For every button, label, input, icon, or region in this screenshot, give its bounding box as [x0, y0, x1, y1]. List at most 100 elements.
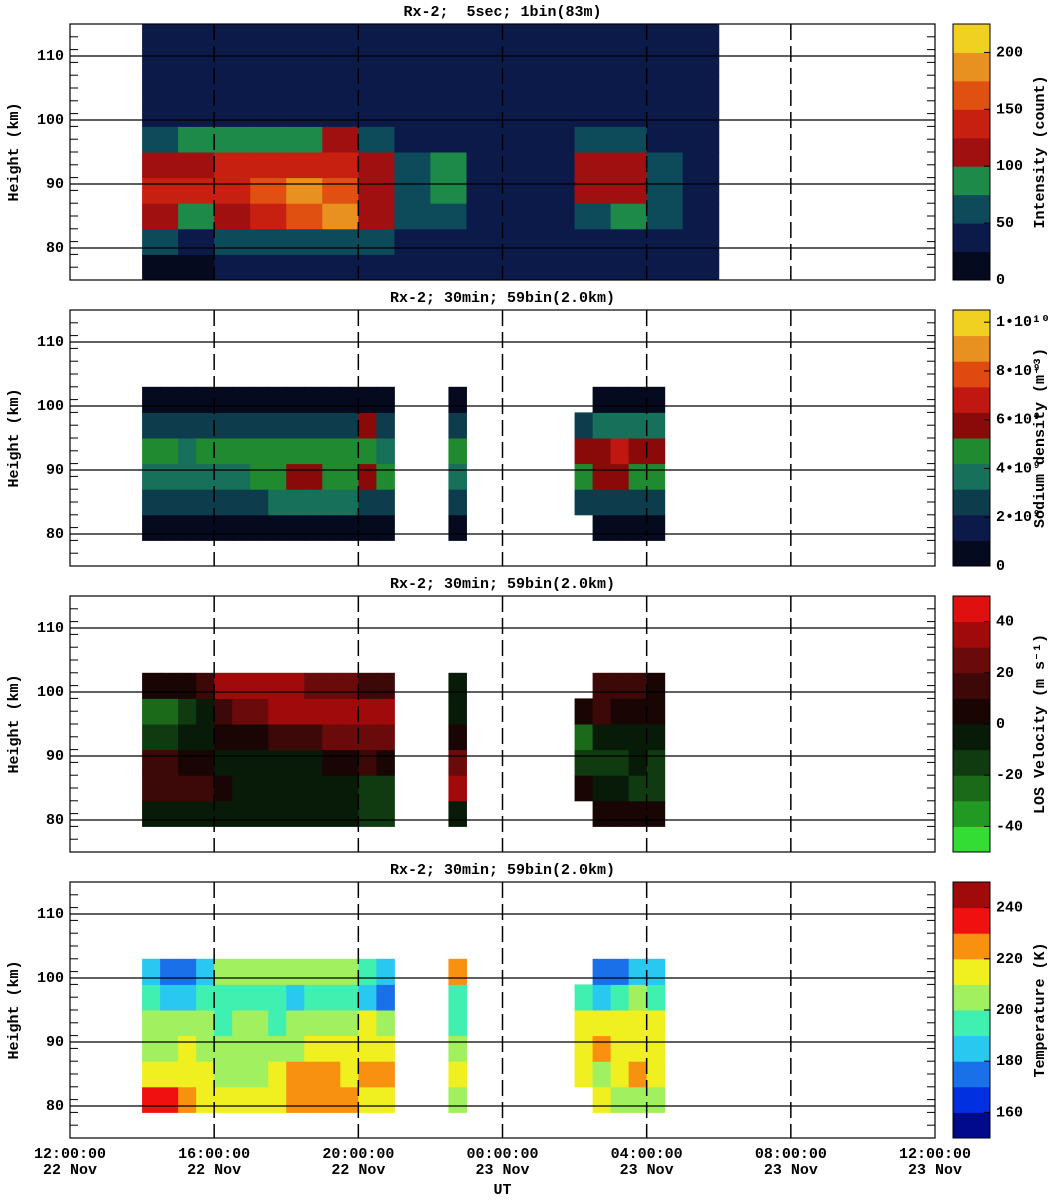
colorbar-tick-label: -20	[996, 767, 1023, 784]
heatmap-cell	[178, 1086, 197, 1113]
heatmap-cell	[160, 463, 179, 490]
heatmap-cell	[214, 152, 251, 179]
heatmap-cell	[574, 126, 612, 153]
heatmap-cell	[340, 1086, 359, 1113]
heatmap-cell	[628, 958, 648, 985]
heatmap-cell	[286, 672, 305, 699]
heatmap-cell	[358, 749, 377, 776]
heatmap-cell	[304, 1086, 323, 1113]
panel-title: Rx-2; 5sec; 1bin(83m)	[403, 4, 601, 21]
heatmap-cell	[196, 463, 215, 490]
heatmap-cell	[286, 24, 323, 51]
heatmap-cell	[610, 386, 630, 413]
heatmap-cell	[466, 177, 503, 204]
heatmap-cell	[628, 724, 648, 751]
heatmap-cell	[394, 75, 431, 102]
heatmap-cell	[142, 254, 179, 281]
heatmap-cell	[160, 672, 179, 699]
heatmap-cell	[322, 489, 341, 516]
heatmap-cell	[160, 386, 179, 413]
heatmap-cell	[376, 672, 395, 699]
x-tick-label: 00:00:00 23 Nov	[466, 1146, 539, 1179]
heatmap-cell	[448, 1010, 467, 1037]
colorbar-swatch	[953, 251, 990, 281]
colorbar-swatch	[953, 698, 990, 725]
colorbar-swatch	[953, 438, 990, 465]
heatmap-cell	[322, 514, 341, 541]
heatmap-cell	[268, 1035, 287, 1062]
heatmap-cell	[340, 698, 359, 725]
heatmap-cell	[160, 438, 179, 465]
heatmap-cell	[610, 672, 630, 699]
heatmap-cell	[286, 489, 305, 516]
heatmap-cell	[448, 463, 467, 490]
heatmap-cell	[250, 203, 287, 230]
heatmap-cell	[682, 152, 720, 179]
heatmap-cell	[196, 724, 215, 751]
heatmap-cell	[322, 672, 341, 699]
heatmap-cell	[466, 203, 503, 230]
heatmap-cell	[268, 386, 287, 413]
heatmap-cell	[646, 75, 684, 102]
heatmap-cell	[178, 672, 197, 699]
heatmap-cell	[268, 724, 287, 751]
heatmap-cell	[592, 958, 612, 985]
heatmap-cell	[610, 775, 630, 802]
heatmap-cell	[268, 438, 287, 465]
heatmap-cell	[196, 1035, 215, 1062]
heatmap-cell	[304, 1010, 323, 1037]
heatmap-cell	[610, 100, 648, 127]
heatmap-cell	[628, 412, 648, 439]
heatmap-cell	[196, 698, 215, 725]
x-tick-label: 12:00:00 23 Nov	[898, 1146, 971, 1179]
heatmap-cell	[646, 958, 666, 985]
heatmap-cell	[160, 514, 179, 541]
heatmap-cell	[358, 152, 395, 179]
heatmap-cell	[592, 984, 612, 1011]
heatmap-cell	[646, 203, 684, 230]
heatmap-cell	[142, 1010, 161, 1037]
heatmap-cell	[214, 1010, 233, 1037]
colorbar-swatch	[953, 1086, 990, 1113]
heatmap-cell	[286, 126, 323, 153]
heatmap-cell	[538, 203, 576, 230]
heatmap-cell	[430, 100, 467, 127]
heatmap-cell	[160, 984, 179, 1011]
heatmap-cell	[448, 672, 467, 699]
heatmap-cell	[502, 203, 540, 230]
heatmap-cell	[574, 698, 594, 725]
heatmap-cell	[304, 412, 323, 439]
heatmap-cell	[682, 24, 720, 51]
heatmap-cell	[322, 412, 341, 439]
heatmap-cell	[178, 438, 197, 465]
y-tick-label: 80	[46, 812, 64, 829]
heatmap-cell	[160, 749, 179, 776]
heatmap-cell	[268, 958, 287, 985]
heatmap-cell	[682, 100, 720, 127]
colorbar-swatch	[953, 907, 990, 934]
heatmap-cell	[340, 672, 359, 699]
heatmap-cell	[142, 152, 179, 179]
heatmap-cell	[142, 514, 161, 541]
heatmap-cell	[250, 463, 269, 490]
heatmap-cell	[142, 75, 179, 102]
heatmap-cell	[646, 228, 684, 255]
heatmap-cell	[250, 514, 269, 541]
heatmap-cell	[340, 749, 359, 776]
heatmap-cell	[232, 1010, 251, 1037]
heatmap-cell	[178, 228, 215, 255]
heatmap-cell	[268, 514, 287, 541]
heatmap-cell	[322, 698, 341, 725]
heatmap-cell	[304, 749, 323, 776]
heatmap-cell	[610, 228, 648, 255]
heatmap-cell	[196, 1010, 215, 1037]
heatmap-cell	[250, 177, 287, 204]
colorbar-swatch	[953, 80, 990, 110]
heatmap-cell	[268, 698, 287, 725]
heatmap-cell	[286, 412, 305, 439]
heatmap-cell	[502, 254, 540, 281]
heatmap-cell	[430, 152, 467, 179]
heatmap-cell	[358, 386, 377, 413]
heatmap-cell	[646, 49, 684, 76]
